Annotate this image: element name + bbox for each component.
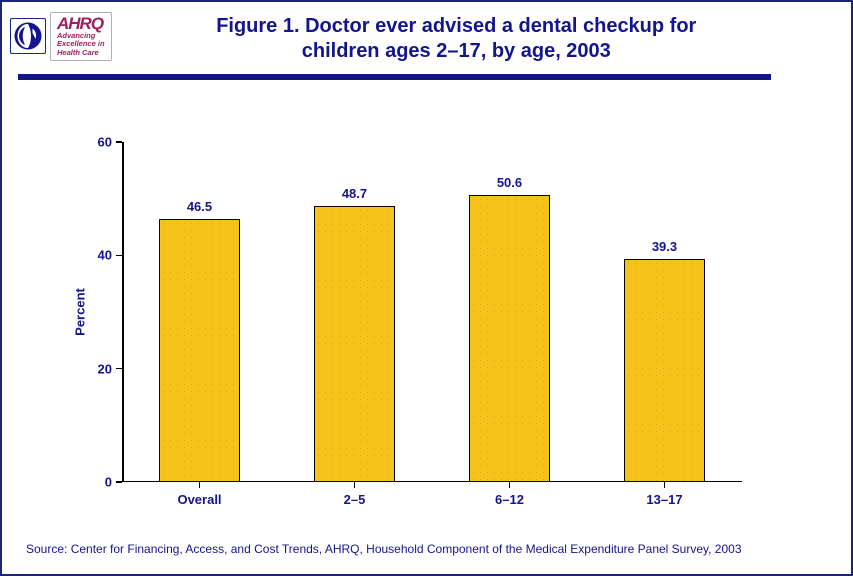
x-tick-label: 13–17 <box>646 482 682 507</box>
figure-title: Figure 1. Doctor ever advised a dental c… <box>112 10 841 64</box>
title-line-2: children ages 2–17, by age, 2003 <box>112 39 801 64</box>
ahrq-tagline-3: Health Care <box>57 49 105 57</box>
bar: 50.6 <box>469 195 550 482</box>
bar-value-label: 39.3 <box>652 239 677 260</box>
y-tick-label: 0 <box>105 475 122 490</box>
bar: 48.7 <box>314 206 395 482</box>
bar-chart: Percent 0204060Overall46.52–548.76–1250.… <box>122 142 742 482</box>
header-row: AHRQ Advancing Excellence in Health Care… <box>2 2 851 64</box>
bar: 46.5 <box>159 219 240 483</box>
bar-value-label: 50.6 <box>497 175 522 196</box>
source-citation: Source: Center for Financing, Access, an… <box>26 542 742 556</box>
bar-value-label: 46.5 <box>187 199 212 220</box>
y-axis-label: Percent <box>72 288 87 336</box>
y-tick-label: 20 <box>98 361 122 376</box>
y-tick-label: 40 <box>98 248 122 263</box>
ahrq-logo-text: AHRQ <box>57 15 105 32</box>
header-separator <box>18 74 771 80</box>
logo-block: AHRQ Advancing Excellence in Health Care <box>10 10 112 61</box>
y-axis-line <box>122 142 124 482</box>
x-tick-label: Overall <box>177 482 221 507</box>
bar: 39.3 <box>624 259 705 482</box>
figure-frame: AHRQ Advancing Excellence in Health Care… <box>0 0 853 576</box>
bar-value-label: 48.7 <box>342 186 367 207</box>
x-tick-label: 6–12 <box>495 482 524 507</box>
title-line-1: Figure 1. Doctor ever advised a dental c… <box>112 14 801 39</box>
hhs-logo-icon <box>10 18 46 54</box>
y-tick-label: 60 <box>98 135 122 150</box>
x-tick-label: 2–5 <box>344 482 366 507</box>
ahrq-logo: AHRQ Advancing Excellence in Health Care <box>50 12 112 61</box>
